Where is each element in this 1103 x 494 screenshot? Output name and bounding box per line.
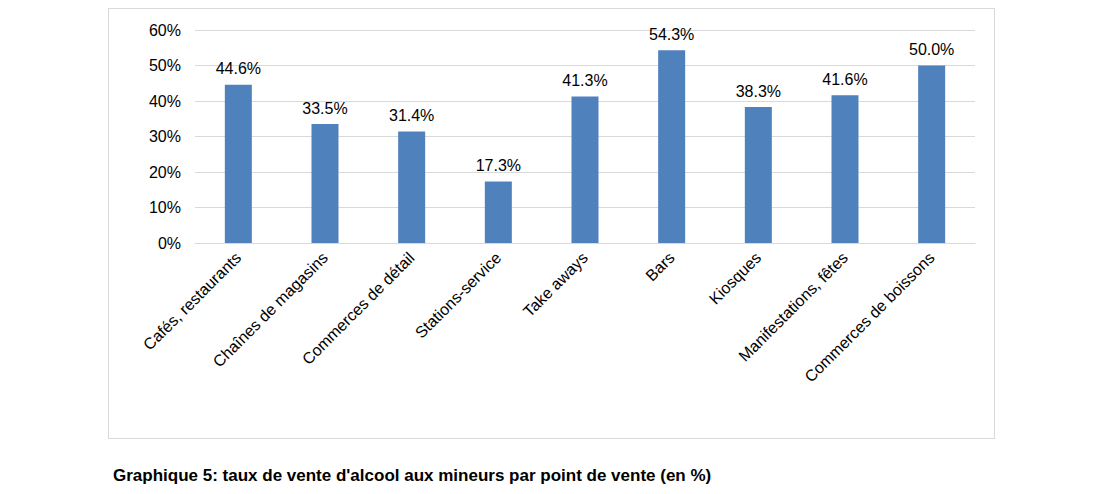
svg-text:Graphique 5: taux de vente d'a: Graphique 5: taux de vente d'alcool aux … [113, 466, 711, 485]
svg-text:60%: 60% [149, 22, 181, 39]
svg-text:Kiosques: Kiosques [706, 249, 765, 308]
svg-text:33.5%: 33.5% [302, 100, 347, 117]
svg-text:31.4%: 31.4% [389, 107, 434, 124]
svg-text:Cafés, restaurants: Cafés, restaurants [140, 249, 244, 353]
svg-text:Bars: Bars [642, 249, 677, 284]
svg-text:41.3%: 41.3% [562, 72, 607, 89]
svg-text:Take aways: Take aways [520, 249, 591, 320]
svg-text:Chaînes de magasins: Chaînes de magasins [209, 249, 331, 371]
svg-text:41.6%: 41.6% [822, 71, 867, 88]
svg-text:Commerces de boissons: Commerces de boissons [801, 249, 937, 385]
svg-text:20%: 20% [149, 164, 181, 181]
svg-text:50.0%: 50.0% [909, 41, 954, 58]
svg-text:17.3%: 17.3% [476, 157, 521, 174]
svg-text:54.3%: 54.3% [649, 26, 694, 43]
svg-text:44.6%: 44.6% [216, 60, 261, 77]
svg-text:Commerces de détail: Commerces de détail [299, 249, 418, 368]
svg-text:40%: 40% [149, 93, 181, 110]
svg-text:Stations-service: Stations-service [412, 249, 505, 342]
svg-text:38.3%: 38.3% [736, 83, 781, 100]
svg-text:0%: 0% [158, 235, 181, 252]
svg-text:Manifestations, fêtes: Manifestations, fêtes [735, 249, 851, 365]
svg-text:50%: 50% [149, 57, 181, 74]
svg-text:30%: 30% [149, 128, 181, 145]
svg-text:10%: 10% [149, 199, 181, 216]
